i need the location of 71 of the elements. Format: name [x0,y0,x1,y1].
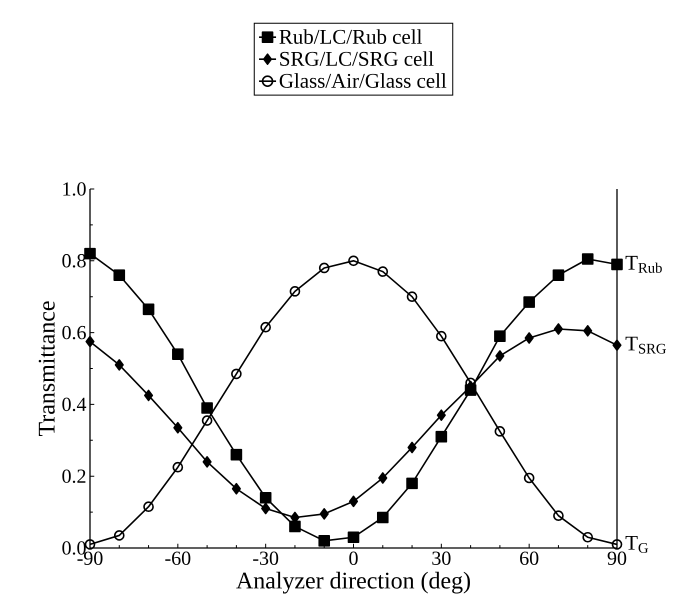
point [114,530,125,541]
point [348,531,360,544]
point [348,496,358,508]
x-axis-title: Analyzer direction (deg) [236,572,470,594]
y-axis-title: Transmittance [38,301,55,436]
point [494,330,506,342]
point [376,512,389,524]
point [260,322,271,333]
point [114,359,124,371]
y-tick-label: 0.6 [62,326,86,340]
x-tick-label: 0 [349,552,358,565]
point [113,269,126,281]
point [142,303,154,316]
point [553,510,564,521]
text: T$_{G}$ [626,536,648,553]
point [320,508,329,520]
point [436,409,446,421]
text: T$_{Rub}$ [626,256,662,273]
point [144,390,154,402]
point [554,323,563,335]
point [436,330,447,342]
point [378,472,388,484]
legend-label: SRG/LC/SRG cell [280,51,434,66]
point [583,325,592,337]
x-tick-label: 90 [608,552,626,565]
point [495,350,504,362]
point [377,266,388,277]
point [290,286,300,297]
point [261,502,270,514]
point [524,472,534,484]
point [318,535,330,547]
point [406,291,418,302]
text: T$_{SRG}$ [626,336,666,354]
point [582,532,594,543]
point [231,368,242,380]
point [406,478,418,490]
point [436,430,448,443]
point [172,462,184,473]
point [552,269,564,281]
point [173,422,182,434]
x-tick-label: -30 [253,552,278,565]
point [494,426,506,437]
point [318,262,330,274]
point [260,492,272,504]
point [289,520,301,532]
y-tick-label: 0.2 [62,469,86,483]
point [85,336,95,348]
x-tick-label: 60 [520,552,538,565]
point [348,256,359,266]
point [202,456,212,468]
point [612,339,622,351]
point [524,332,534,344]
point [232,482,241,495]
y-tick-label: 1.0 [63,182,86,196]
point [408,442,417,454]
point [523,296,535,308]
point [611,258,623,270]
point [172,348,184,360]
point [612,539,622,550]
x-tick-label: 30 [432,552,451,565]
y-tick-label: 0.8 [62,254,86,268]
legend-label: Rub/LC/Rub cell [279,29,422,44]
point [201,402,213,414]
y-tick-label: 0.4 [62,398,86,412]
legend-label: Glass/Air/Glass cell [280,73,446,88]
point [202,415,212,426]
point [230,448,242,460]
point [143,501,154,512]
point [582,253,594,265]
point [84,248,96,260]
x-tick-label: -60 [165,552,190,565]
